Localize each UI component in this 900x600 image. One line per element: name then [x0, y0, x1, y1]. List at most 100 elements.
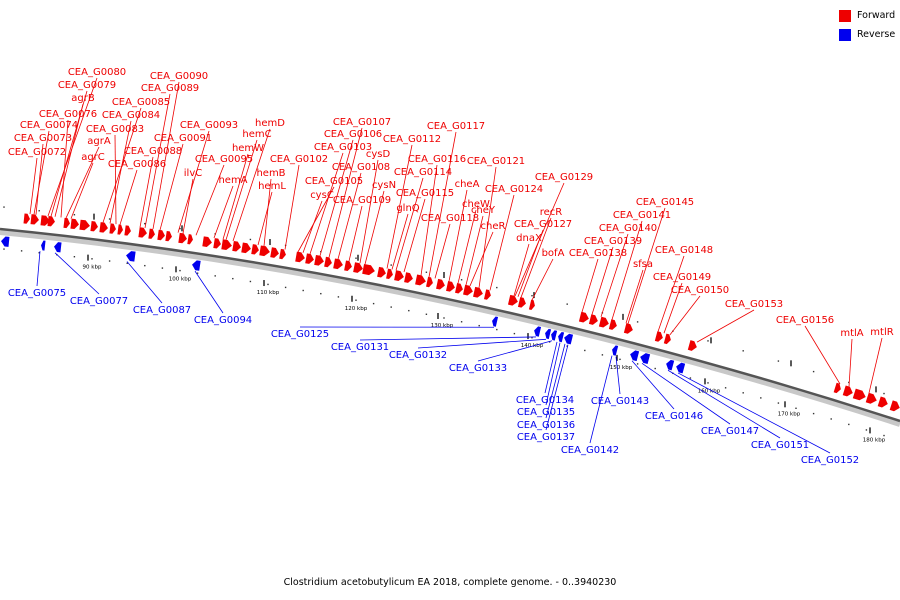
gene-label-hemd[interactable]: hemD: [255, 118, 285, 129]
gene-label-cea-g0132[interactable]: CEA_G0132: [389, 350, 447, 361]
forward-gene-arrow[interactable]: [232, 241, 241, 252]
forward-gene-arrow[interactable]: [687, 340, 698, 352]
gene-label-cea-g0136[interactable]: CEA_G0136: [517, 420, 575, 431]
gene-label-cea-g0084[interactable]: CEA_G0084: [102, 110, 160, 121]
gene-label-cher[interactable]: cheR: [481, 221, 506, 232]
forward-gene-arrow[interactable]: [528, 299, 536, 311]
gene-label-ilvc[interactable]: ilvC: [184, 168, 202, 179]
gene-label-cea-g0089[interactable]: CEA_G0089: [141, 83, 199, 94]
forward-gene-arrow[interactable]: [70, 218, 79, 230]
gene-label-chew[interactable]: cheW: [462, 199, 490, 210]
forward-gene-arrow[interactable]: [213, 238, 221, 249]
forward-gene-arrow[interactable]: [598, 316, 610, 329]
gene-label-cea-g0079[interactable]: CEA_G0079: [58, 80, 116, 91]
forward-gene-arrow[interactable]: [889, 400, 900, 412]
gene-label-cea-g0140[interactable]: CEA_G0140: [599, 223, 657, 234]
gene-label-cea-g0109[interactable]: CEA_G0109: [333, 195, 391, 206]
forward-gene-arrow[interactable]: [305, 253, 315, 264]
forward-gene-arrow[interactable]: [608, 319, 618, 330]
forward-gene-arrow[interactable]: [865, 392, 879, 406]
reverse-gene-arrow[interactable]: [533, 326, 542, 337]
gene-label-cea-g0090[interactable]: CEA_G0090: [150, 71, 208, 82]
forward-gene-arrow[interactable]: [324, 256, 333, 268]
forward-gene-arrow[interactable]: [202, 236, 212, 247]
gene-label-hemc[interactable]: hemC: [242, 129, 271, 140]
gene-label-cea-g0121[interactable]: CEA_G0121: [467, 156, 525, 167]
forward-gene-arrow[interactable]: [463, 284, 474, 297]
forward-gene-arrow[interactable]: [623, 323, 634, 335]
gene-label-cea-g0149[interactable]: CEA_G0149: [653, 272, 711, 283]
forward-gene-arrow[interactable]: [404, 272, 414, 283]
forward-gene-arrow[interactable]: [90, 221, 98, 232]
gene-label-cea-g0080[interactable]: CEA_G0080: [68, 67, 126, 78]
reverse-gene-arrow[interactable]: [491, 316, 499, 327]
forward-gene-arrow[interactable]: [507, 294, 519, 307]
forward-gene-arrow[interactable]: [221, 239, 232, 250]
forward-gene-arrow[interactable]: [353, 262, 364, 274]
gene-label-cea-g0153[interactable]: CEA_G0153: [725, 299, 783, 310]
forward-gene-arrow[interactable]: [877, 396, 890, 409]
forward-gene-arrow[interactable]: [259, 245, 271, 257]
reverse-gene-arrow[interactable]: [557, 331, 565, 343]
forward-gene-arrow[interactable]: [187, 234, 193, 245]
gene-label-cea-g0129[interactable]: CEA_G0129: [535, 172, 593, 183]
reverse-gene-arrow[interactable]: [563, 333, 574, 345]
gene-label-mtla[interactable]: mtlA: [840, 328, 863, 339]
forward-gene-arrow[interactable]: [654, 331, 664, 342]
gene-label-cea-g0143[interactable]: CEA_G0143: [591, 396, 649, 407]
forward-gene-arrow[interactable]: [377, 266, 387, 278]
reverse-gene-arrow[interactable]: [125, 250, 136, 262]
gene-label-cysd[interactable]: cysD: [366, 149, 391, 160]
forward-gene-arrow[interactable]: [386, 268, 394, 280]
forward-gene-arrow[interactable]: [852, 388, 867, 402]
forward-gene-arrow[interactable]: [588, 314, 599, 326]
gene-label-cea-g0083[interactable]: CEA_G0083: [86, 124, 144, 135]
forward-gene-arrow[interactable]: [165, 230, 172, 242]
forward-gene-arrow[interactable]: [109, 223, 116, 234]
gene-label-hemb[interactable]: hemB: [256, 168, 285, 179]
gene-label-agrb[interactable]: agrB: [71, 93, 95, 104]
gene-label-cea-g0075[interactable]: CEA_G0075: [8, 288, 66, 299]
gene-label-cea-g0072[interactable]: CEA_G0072: [8, 147, 66, 158]
forward-gene-arrow[interactable]: [663, 333, 672, 345]
gene-label-agra[interactable]: agrA: [87, 136, 111, 147]
gene-label-cea-g0086[interactable]: CEA_G0086: [108, 159, 166, 170]
forward-gene-arrow[interactable]: [455, 282, 464, 294]
gene-label-cea-g0112[interactable]: CEA_G0112: [383, 134, 441, 145]
reverse-gene-arrow[interactable]: [1, 236, 10, 247]
gene-label-cea-g0151[interactable]: CEA_G0151: [751, 440, 809, 451]
gene-label-cea-g0138[interactable]: CEA_G0138: [569, 248, 627, 259]
reverse-gene-arrow[interactable]: [191, 260, 201, 271]
forward-gene-arrow[interactable]: [517, 297, 527, 308]
forward-gene-arrow[interactable]: [578, 311, 590, 324]
gene-label-cea-g0094[interactable]: CEA_G0094: [194, 315, 252, 326]
gene-label-recr[interactable]: recR: [540, 207, 563, 218]
gene-label-cea-g0074[interactable]: CEA_G0074: [20, 120, 78, 131]
gene-label-bofa[interactable]: bofA: [542, 248, 565, 259]
gene-label-cea-g0139[interactable]: CEA_G0139: [584, 236, 642, 247]
gene-label-cea-g0125[interactable]: CEA_G0125: [271, 329, 329, 340]
gene-label-cea-g0135[interactable]: CEA_G0135: [517, 407, 575, 418]
gene-label-cea-g0145[interactable]: CEA_G0145: [636, 197, 694, 208]
gene-label-cea-g0133[interactable]: CEA_G0133: [449, 363, 507, 374]
forward-gene-arrow[interactable]: [30, 214, 39, 225]
forward-gene-arrow[interactable]: [833, 382, 843, 394]
forward-gene-arrow[interactable]: [426, 276, 434, 288]
forward-gene-arrow[interactable]: [241, 242, 251, 254]
gene-label-hemw[interactable]: hemW: [232, 143, 264, 154]
gene-label-cea-g0124[interactable]: CEA_G0124: [485, 184, 543, 195]
forward-gene-arrow[interactable]: [138, 227, 147, 238]
reverse-gene-arrow[interactable]: [550, 330, 558, 341]
gene-label-cea-g0087[interactable]: CEA_G0087: [133, 305, 191, 316]
reverse-gene-arrow[interactable]: [639, 352, 651, 364]
reverse-gene-arrow[interactable]: [611, 345, 619, 356]
gene-label-dnax[interactable]: dnaX: [516, 233, 542, 244]
reverse-gene-arrow[interactable]: [675, 362, 686, 374]
forward-gene-arrow[interactable]: [47, 216, 55, 227]
gene-label-cea-g0095[interactable]: CEA_G0095: [195, 154, 253, 165]
gene-label-cea-g0134[interactable]: CEA_G0134: [516, 395, 574, 406]
gene-label-cea-g0107[interactable]: CEA_G0107: [333, 117, 391, 128]
gene-label-cea-g0091[interactable]: CEA_G0091: [154, 133, 212, 144]
gene-label-cea-g0106[interactable]: CEA_G0106: [324, 129, 382, 140]
reverse-gene-arrow[interactable]: [629, 349, 640, 362]
